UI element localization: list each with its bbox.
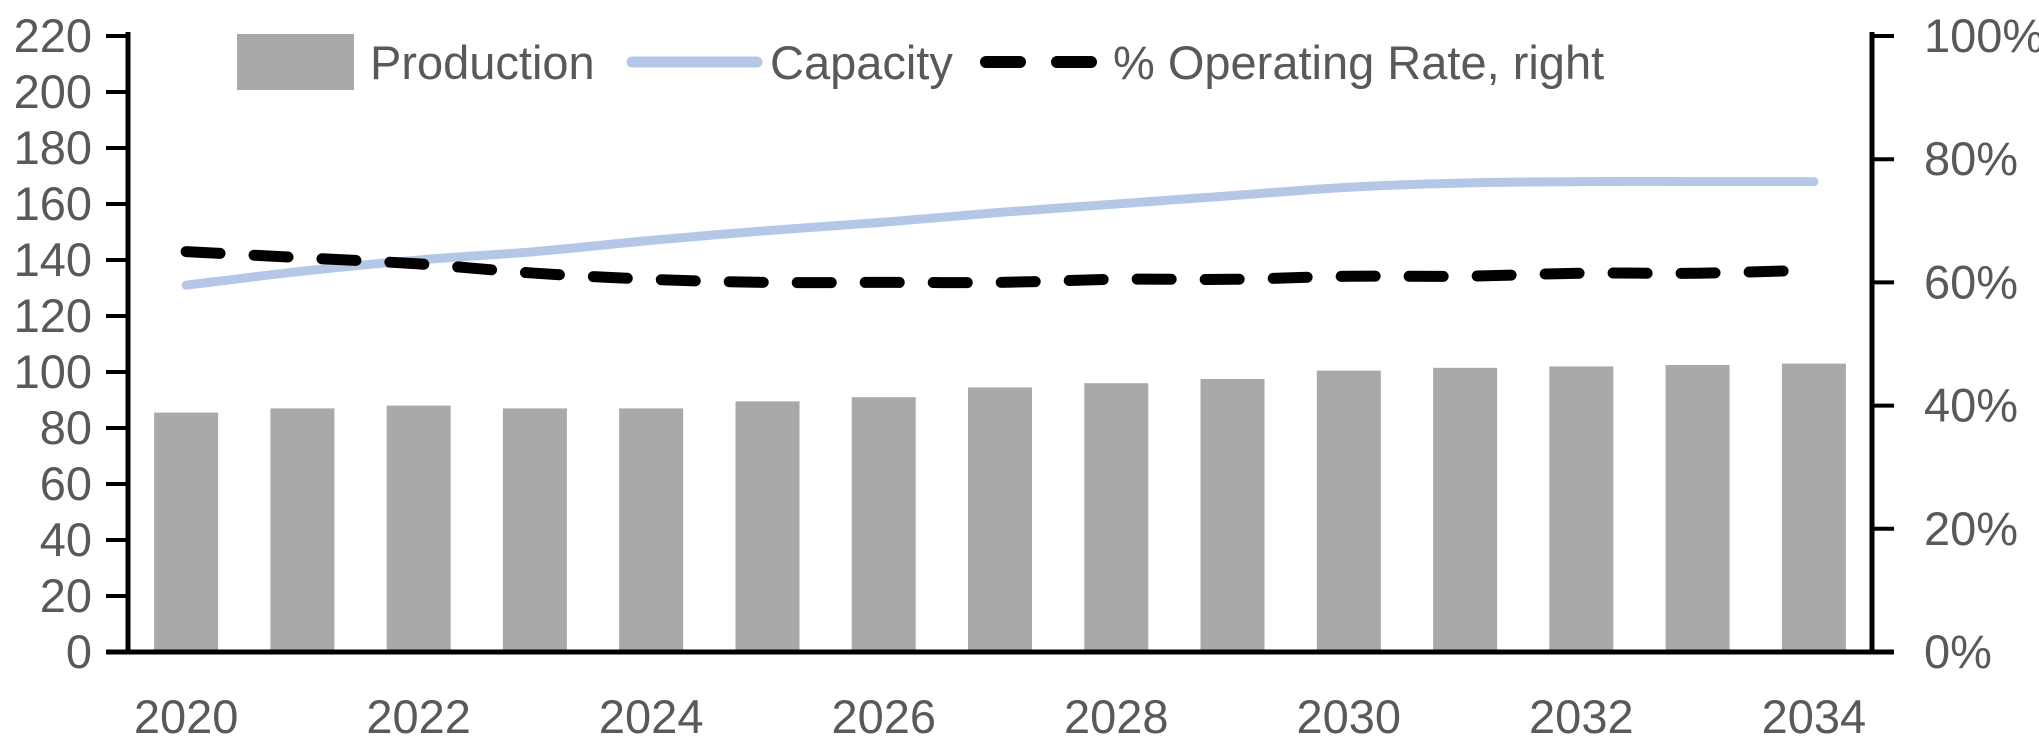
- bar-2034: [1781, 363, 1846, 652]
- bar-2031: [1433, 367, 1498, 652]
- bar-2026: [851, 397, 916, 652]
- left-tick-label: 40: [40, 513, 92, 566]
- legend-swatch-production: [237, 34, 354, 90]
- x-tick-label: 2028: [1064, 690, 1169, 743]
- left-tick-label: 200: [14, 65, 92, 118]
- left-tick-label: 80: [40, 401, 92, 454]
- bar-2029: [1200, 379, 1265, 652]
- bar-2021: [270, 408, 335, 652]
- operating-rate-line: [180, 246, 1820, 289]
- legend-label-capacity: Capacity: [770, 36, 953, 89]
- x-tick-label: 2022: [366, 690, 471, 743]
- bar-2022: [386, 405, 451, 652]
- left-tick-label: 220: [14, 9, 92, 62]
- right-tick-label: 0%: [1924, 625, 1992, 678]
- x-tick-label: 2024: [599, 690, 704, 743]
- x-tick-label: 2032: [1529, 690, 1634, 743]
- bar-2032: [1549, 366, 1614, 652]
- legend-label-operating-rate: % Operating Rate, right: [1113, 36, 1604, 89]
- right-tick-label: 20%: [1924, 502, 2018, 555]
- right-tick-label: 60%: [1924, 255, 2018, 308]
- left-tick-label: 0: [66, 625, 92, 678]
- bar-2024: [619, 408, 684, 652]
- bar-2033: [1665, 365, 1730, 652]
- x-tick-label: 2026: [831, 690, 936, 743]
- production-bars: [154, 363, 1846, 652]
- bar-2025: [735, 401, 800, 652]
- left-tick-label: 60: [40, 457, 92, 510]
- bar-2020: [154, 412, 219, 652]
- capacity-line: [181, 177, 1819, 290]
- bar-2027: [968, 387, 1032, 652]
- right-tick-label: 40%: [1924, 379, 2018, 432]
- left-tick-label: 120: [14, 289, 92, 342]
- bar-2023: [502, 408, 567, 652]
- right-tick-label: 80%: [1924, 132, 2018, 185]
- legend: Production Capacity % Operating Rate, righ…: [237, 34, 1604, 90]
- x-tick-label: 2020: [134, 690, 239, 743]
- x-tick-label: 2030: [1297, 690, 1402, 743]
- bar-2028: [1084, 383, 1149, 652]
- left-tick-label: 160: [14, 177, 92, 230]
- left-tick-label: 100: [14, 345, 92, 398]
- x-tick-label: 2034: [1762, 690, 1867, 743]
- right-tick-label: 100%: [1924, 9, 2039, 62]
- bar-2030: [1316, 370, 1381, 652]
- legend-label-production: Production: [370, 36, 595, 89]
- left-tick-label: 140: [14, 233, 92, 286]
- left-tick-label: 20: [40, 569, 92, 622]
- left-tick-label: 180: [14, 121, 92, 174]
